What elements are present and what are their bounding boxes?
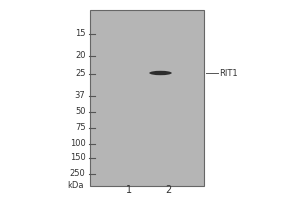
Text: 250: 250 <box>70 170 86 178</box>
Text: 1: 1 <box>126 185 132 195</box>
Text: 50: 50 <box>75 108 86 116</box>
Text: RIT1: RIT1 <box>219 68 238 77</box>
Text: 2: 2 <box>165 185 171 195</box>
Bar <box>90 10 204 186</box>
Ellipse shape <box>149 71 172 75</box>
Text: 15: 15 <box>75 29 86 38</box>
Text: kDa: kDa <box>68 182 84 190</box>
Text: 150: 150 <box>70 154 86 162</box>
Text: 20: 20 <box>75 51 86 60</box>
Text: 25: 25 <box>75 70 86 78</box>
Text: 100: 100 <box>70 140 86 148</box>
Text: 75: 75 <box>75 123 86 132</box>
Text: 37: 37 <box>75 92 86 100</box>
